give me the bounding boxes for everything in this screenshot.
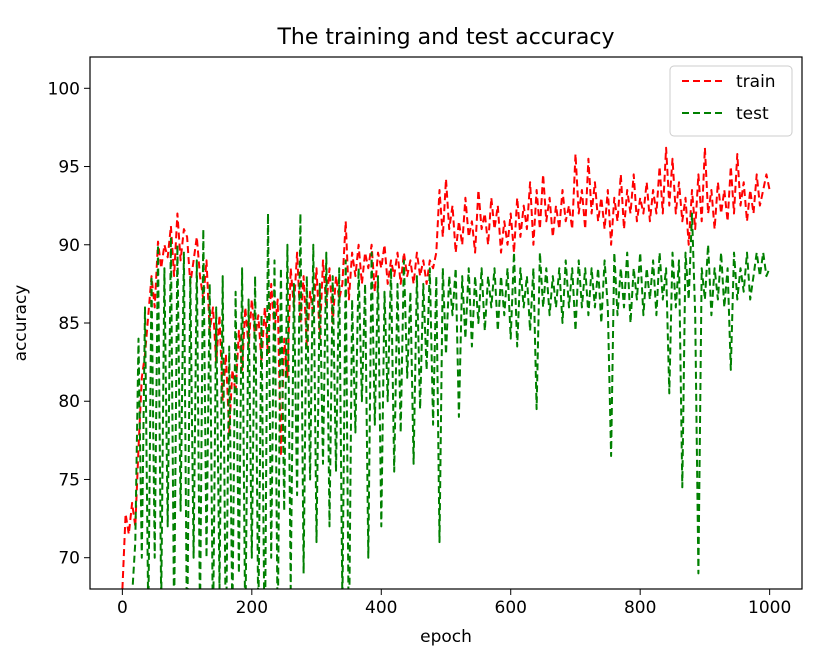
series-test (131, 212, 771, 589)
x-tick-label: 0 (117, 598, 128, 618)
x-axis-title: epoch (420, 627, 472, 647)
y-tick-label: 80 (58, 392, 80, 412)
series-layer (121, 146, 771, 589)
legend-test-label: test (736, 104, 769, 124)
x-tick-label: 1000 (748, 598, 791, 618)
chart-title: The training and test accuracy (276, 25, 614, 50)
legend-box (669, 65, 793, 137)
x-tick-label: 400 (365, 598, 397, 618)
y-tick-label: 100 (48, 79, 80, 99)
x-tick-label: 600 (495, 598, 527, 618)
x-tick-label: 200 (236, 598, 268, 618)
y-tick-label: 70 (58, 549, 80, 569)
y-tick-label: 75 (58, 470, 80, 490)
legend: train test (669, 65, 793, 137)
y-tick-label: 85 (58, 314, 80, 334)
x-tick-label: 800 (624, 598, 656, 618)
y-tick-label: 95 (58, 158, 80, 178)
y-axis-title: accuracy (11, 285, 31, 362)
y-tick-label: 90 (58, 236, 80, 256)
series-line-test (131, 212, 771, 589)
y-axis: 70 75 80 85 90 95 100 (48, 79, 90, 569)
legend-train-label: train (736, 72, 776, 92)
x-axis: 0 200 400 600 800 1000 (117, 589, 791, 618)
